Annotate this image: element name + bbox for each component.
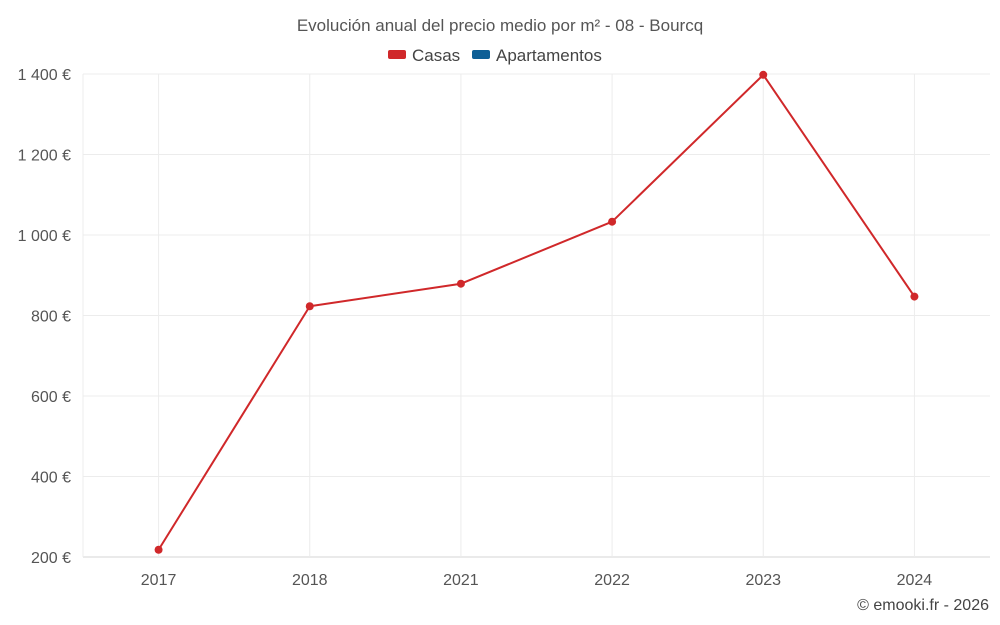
series-line-casas — [157, 73, 916, 551]
x-tick-label: 2022 — [594, 572, 630, 589]
y-tick-label: 600 € — [31, 389, 71, 406]
x-tick-label: 2023 — [745, 572, 781, 589]
x-tick-label: 2024 — [897, 572, 933, 589]
y-tick-label: 800 € — [31, 309, 71, 326]
data-point-2021[interactable] — [456, 279, 465, 288]
y-tick-label: 200 € — [31, 550, 71, 567]
y-tick-label: 1 200 € — [18, 148, 71, 165]
x-tick-label: 2017 — [141, 572, 177, 589]
data-point-2018[interactable] — [305, 302, 314, 311]
legend-swatch-apartamentos[interactable] — [472, 50, 490, 59]
credit-text: © emooki.fr - 2026 — [857, 597, 989, 614]
y-tick-label: 1 000 € — [18, 228, 71, 245]
data-point-2024[interactable] — [910, 292, 919, 301]
y-tick-label: 400 € — [31, 470, 71, 487]
chart-title: Evolución anual del precio medio por m² … — [297, 16, 703, 35]
data-point-2022[interactable] — [608, 217, 617, 226]
legend: Casas Apartamentos — [388, 46, 602, 65]
legend-label-casas[interactable]: Casas — [412, 46, 460, 65]
x-tick-label: 2021 — [443, 572, 479, 589]
x-axis: 2017 2018 2021 2022 2023 2024 — [141, 572, 933, 589]
y-axis: 200 € 400 € 600 € 800 € 1 000 € 1 200 € 1 400 … — [18, 67, 71, 567]
legend-label-apartamentos[interactable]: Apartamentos — [496, 46, 602, 65]
data-point-2017[interactable] — [154, 545, 163, 554]
series-group — [154, 70, 919, 554]
data-point-2023[interactable] — [759, 70, 768, 79]
legend-swatch-casas[interactable] — [388, 50, 406, 59]
grid — [82, 73, 990, 558]
y-tick-label: 1 400 € — [18, 67, 71, 84]
x-tick-label: 2018 — [292, 572, 328, 589]
